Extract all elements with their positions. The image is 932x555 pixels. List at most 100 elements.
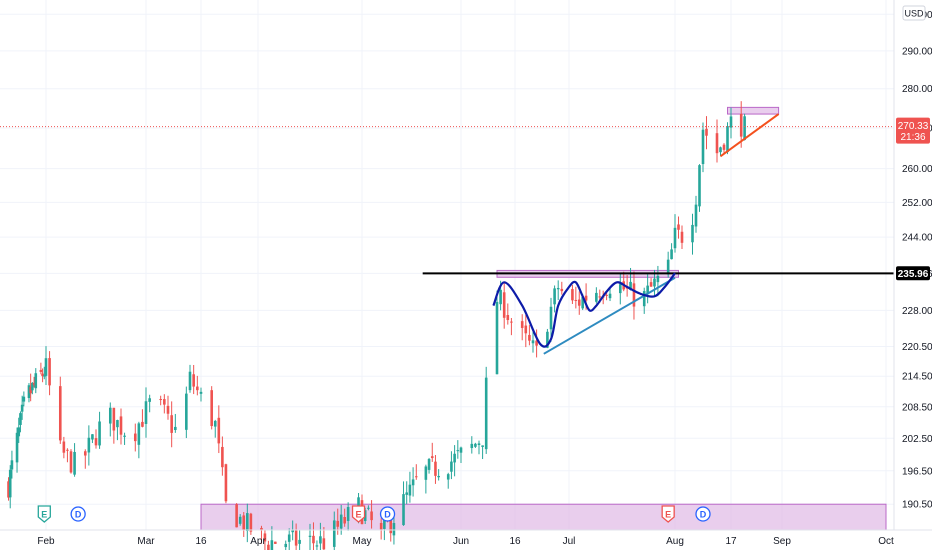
candle-body	[8, 469, 12, 498]
candle	[691, 213, 694, 255]
candle	[196, 375, 199, 396]
candle-body	[263, 533, 267, 542]
candle-body	[719, 147, 722, 153]
candle-body	[577, 299, 581, 306]
candle-body	[670, 249, 673, 260]
candle	[15, 427, 19, 473]
candle-body	[571, 289, 574, 301]
candle-body	[315, 545, 319, 547]
candle-body	[19, 413, 22, 425]
candle-body	[108, 407, 112, 424]
candle-body	[618, 284, 622, 294]
candle-body	[357, 497, 360, 511]
time-tick-label: 16	[195, 536, 207, 547]
candle-body	[414, 476, 418, 478]
support-zone	[200, 503, 887, 531]
time-tick-label: 16	[509, 536, 521, 547]
time-axis[interactable]: Feb Mar 16 Apr May Jun 16 Jul Aug 17 Sep Oct	[37, 536, 894, 547]
dividend-marker[interactable]: D	[70, 506, 86, 522]
candle	[22, 391, 26, 407]
event-label: E	[665, 510, 671, 520]
candle-body	[174, 426, 177, 431]
candle	[83, 449, 87, 469]
currency-badge[interactable]: USD	[902, 5, 926, 21]
price-tick-label: 196.50	[902, 466, 932, 477]
candle-body	[98, 421, 101, 446]
candle	[94, 429, 98, 449]
price-tick-label: 260.00	[902, 164, 932, 175]
candle-body	[274, 541, 277, 544]
price-tick-label: 220.50	[902, 342, 932, 353]
candle-body	[743, 116, 746, 140]
candle	[91, 434, 94, 444]
price-tick-label: 228.00	[902, 306, 932, 317]
candle	[524, 314, 528, 348]
event-label: E	[41, 510, 47, 520]
candle-body	[434, 461, 437, 476]
candle-body	[656, 275, 660, 283]
candle-body	[553, 288, 556, 305]
candle-body	[632, 283, 636, 307]
candle-body	[691, 224, 694, 243]
candle	[34, 368, 38, 394]
candle	[238, 514, 242, 526]
last-price-value: 270.33	[898, 121, 929, 132]
earnings-marker-shape	[37, 505, 51, 523]
earnings-marker[interactable]: E	[661, 505, 675, 523]
candle	[722, 143, 726, 154]
candle-body	[39, 369, 43, 372]
candle	[166, 395, 170, 420]
candle	[148, 394, 151, 413]
candle-body	[287, 534, 291, 542]
last-price-tag: 270.33 21:36	[896, 117, 930, 144]
candle-body	[392, 523, 396, 536]
candle-body	[437, 475, 440, 478]
candle-body	[430, 456, 434, 459]
candle	[698, 164, 701, 212]
candle	[217, 405, 221, 454]
candle-body	[556, 287, 560, 290]
candle	[98, 411, 101, 449]
earnings-marker-shape	[351, 505, 366, 523]
candle-body	[112, 407, 116, 431]
earnings-marker[interactable]: E	[37, 505, 51, 523]
candle	[298, 530, 301, 553]
candle	[574, 286, 578, 309]
candle-body	[91, 434, 94, 440]
candle	[8, 465, 12, 509]
candle	[370, 500, 373, 529]
candle	[434, 455, 437, 484]
candle	[343, 508, 346, 527]
candle-body	[62, 441, 66, 453]
dividend-marker-shape	[379, 506, 396, 522]
candle	[608, 287, 612, 302]
candle-body	[235, 504, 238, 528]
candle-body	[677, 224, 680, 230]
dividend-marker[interactable]: D	[379, 506, 396, 522]
candle	[392, 514, 396, 545]
candle-body	[163, 399, 166, 405]
dividend-marker[interactable]: D	[695, 506, 711, 522]
price-tick-label: 252.00	[902, 198, 932, 209]
earnings-marker[interactable]: E	[351, 505, 366, 523]
candle	[424, 464, 428, 494]
candle	[32, 376, 36, 388]
candle-body	[405, 492, 409, 495]
candle	[62, 436, 66, 459]
candle	[649, 277, 653, 287]
time-tick-label: 17	[725, 536, 737, 547]
candle	[221, 436, 224, 476]
candle-body	[185, 393, 188, 430]
candle-body	[188, 371, 192, 391]
candle	[249, 512, 253, 535]
time-tick-label: May	[353, 536, 372, 547]
candle-body	[148, 398, 151, 402]
candle	[224, 463, 228, 504]
event-label: E	[356, 510, 362, 520]
price-tick-label: 290.00	[902, 46, 932, 57]
price-tick-label: 244.00	[902, 233, 932, 244]
candle-body	[705, 128, 708, 136]
candle	[528, 324, 531, 346]
